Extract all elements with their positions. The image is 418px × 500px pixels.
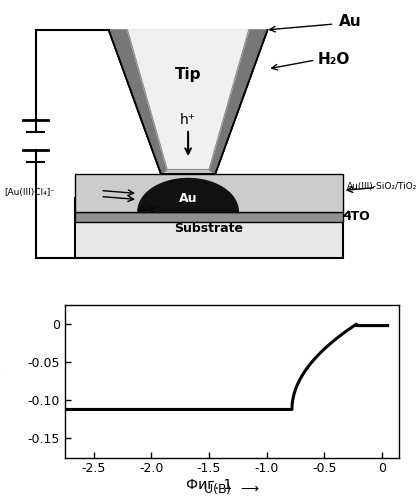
Polygon shape (109, 30, 268, 174)
Bar (75, 198, 343, 258)
Text: Au(III)-SiO₂/TiO₂: Au(III)-SiO₂/TiO₂ (347, 182, 417, 190)
Polygon shape (209, 30, 268, 174)
Text: h⁺: h⁺ (180, 113, 196, 127)
Polygon shape (138, 178, 238, 212)
Text: $\longrightarrow$: $\longrightarrow$ (0, 362, 5, 384)
Polygon shape (127, 30, 249, 170)
Bar (75, 212, 343, 222)
Polygon shape (109, 30, 167, 174)
Text: ITO: ITO (347, 210, 371, 222)
Text: H₂O: H₂O (318, 52, 350, 68)
Text: [Au(III)Cl₄]⁻: [Au(III)Cl₄]⁻ (4, 188, 55, 196)
Text: Tip: Tip (175, 68, 201, 82)
Text: Фиг. 1: Фиг. 1 (186, 478, 232, 492)
Text: Au: Au (179, 192, 197, 204)
Text: e⁻: e⁻ (149, 204, 161, 214)
Text: Substrate: Substrate (174, 222, 244, 234)
Text: Au: Au (339, 14, 361, 28)
Text: U(В)  $\longrightarrow$: U(В) $\longrightarrow$ (204, 480, 260, 496)
Bar (75, 174, 343, 212)
